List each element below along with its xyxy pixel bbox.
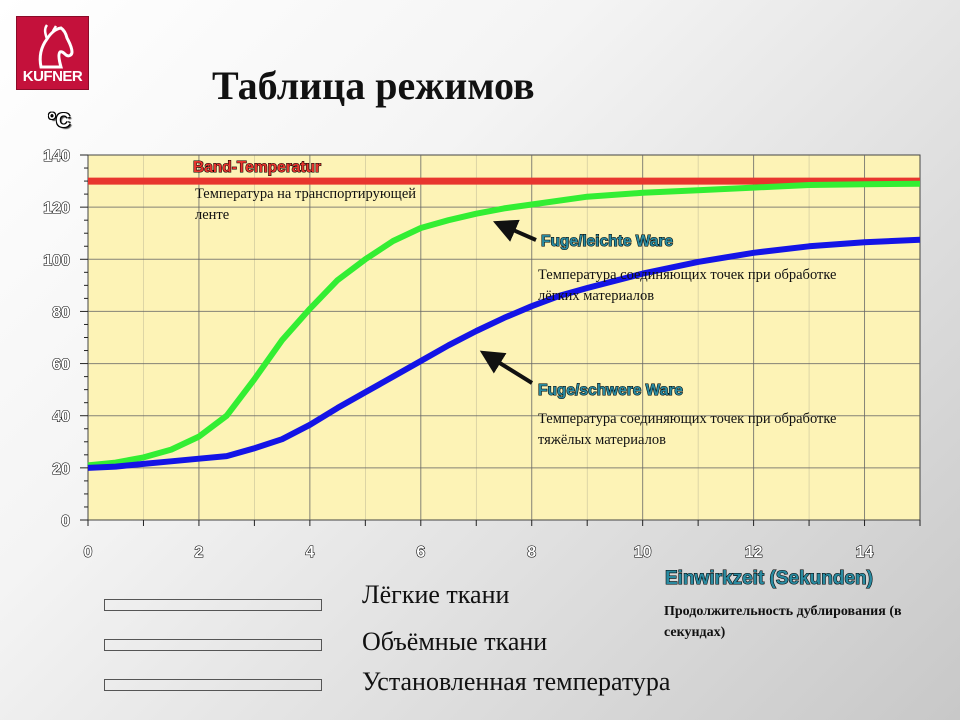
heavy-goods-arrow — [479, 350, 534, 385]
heavy-goods-line — [87, 236, 921, 471]
y-tick-label: 100 — [43, 252, 70, 269]
legend-label-light: Лёгкие ткани — [362, 580, 510, 609]
band-temperature-note: Температура на транспортирующей ленте — [195, 186, 417, 223]
x-tick-label: 6 — [416, 544, 425, 561]
y-tick-label: 140 — [43, 148, 70, 165]
heavy-goods-note: Температура соединяющих точек при обрабо… — [538, 411, 837, 448]
plot-area — [87, 154, 921, 521]
y-tick-label: 40 — [52, 409, 70, 426]
logo-text: KUFNER — [22, 68, 83, 85]
x-tick-label: 14 — [856, 544, 874, 561]
legend-swatch-light — [104, 599, 322, 611]
light-goods-line — [87, 180, 921, 469]
heavy-goods-label: Fuge/schwere Ware — [538, 382, 683, 399]
y-axis-unit: °C — [48, 110, 71, 132]
x-tick-label: 12 — [745, 544, 763, 561]
x-axis-label: Einwirkzeit (Sekunden) — [665, 568, 873, 589]
light-goods-note: Температура соединяющих точек при обрабо… — [538, 267, 837, 304]
legend-swatch-set-temperature — [104, 679, 322, 691]
x-tick-label: 8 — [527, 544, 536, 561]
legend-label-bulky: Объёмные ткани — [362, 627, 548, 656]
horse-head-icon — [38, 24, 74, 69]
x-tick-label: 2 — [194, 544, 203, 561]
x-tick-label: 4 — [305, 544, 314, 561]
x-tick-label: 10 — [634, 544, 652, 561]
y-tick-label: 20 — [52, 461, 70, 478]
light-goods-arrow — [493, 219, 537, 242]
light-goods-label: Fuge/leichte Ware — [541, 233, 673, 250]
y-tick-label: 60 — [52, 357, 70, 374]
x-axis-note: Продолжительность дублирования (в секунд… — [664, 604, 902, 640]
kufner-logo: KUFNER — [16, 16, 89, 90]
y-tick-label: 120 — [43, 200, 70, 217]
x-tick-label: 0 — [84, 544, 93, 561]
y-tick-label: 80 — [52, 304, 70, 321]
y-tick-label: 0 — [61, 513, 70, 530]
legend-label-set-temperature: Установленная температура — [362, 667, 671, 696]
page-title: Таблица режимов — [212, 63, 535, 108]
legend-swatch-bulky — [104, 639, 322, 651]
band-temperature-label: Band-Temperatur — [193, 159, 321, 176]
